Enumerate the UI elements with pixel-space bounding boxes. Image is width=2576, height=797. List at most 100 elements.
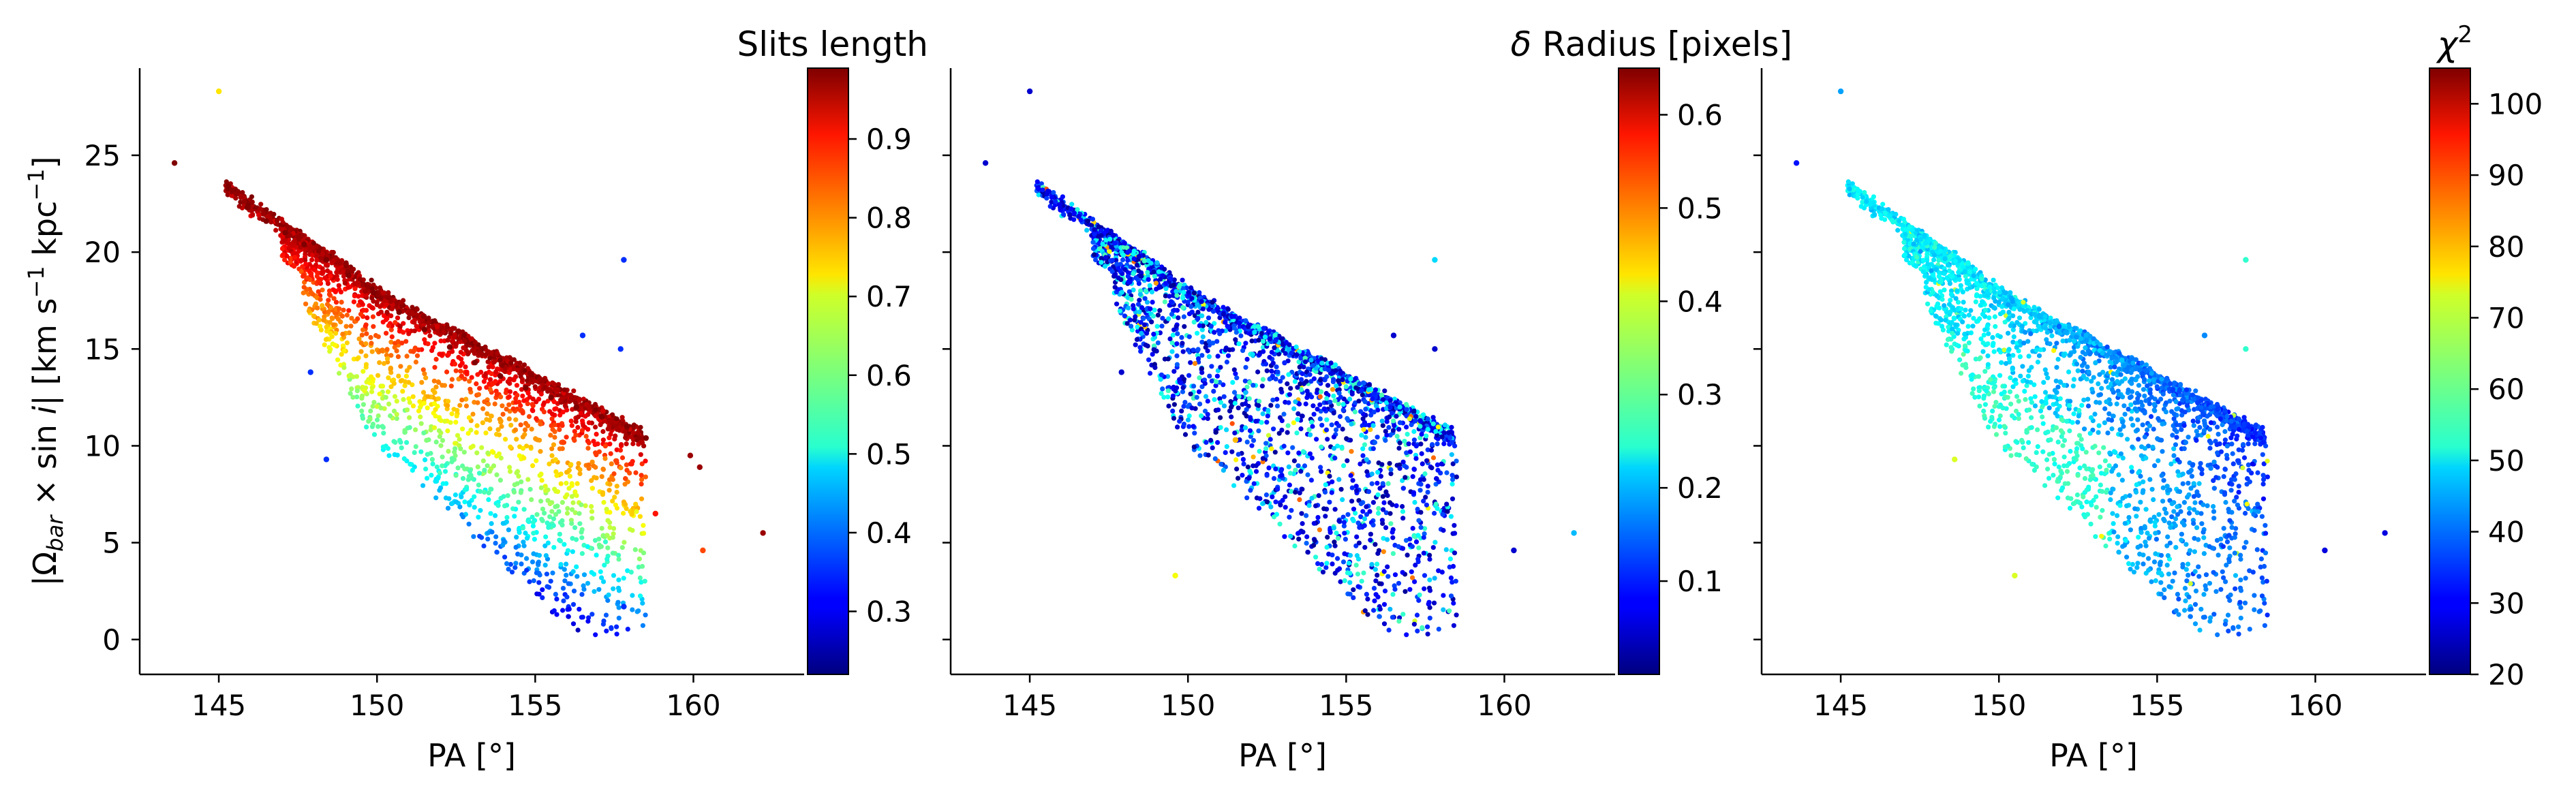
data-point bbox=[1251, 383, 1256, 388]
data-point bbox=[1368, 537, 1373, 543]
data-point bbox=[1454, 458, 1459, 464]
data-point bbox=[528, 444, 534, 450]
data-point bbox=[474, 423, 480, 428]
data-point bbox=[332, 288, 338, 294]
data-point bbox=[489, 486, 494, 492]
data-point bbox=[1397, 420, 1402, 426]
data-point bbox=[1413, 539, 1420, 545]
data-point bbox=[1421, 499, 1426, 504]
data-point bbox=[529, 426, 534, 432]
data-point bbox=[562, 387, 568, 392]
data-point bbox=[533, 436, 538, 441]
data-point bbox=[433, 384, 439, 390]
data-point bbox=[463, 403, 470, 409]
data-point bbox=[542, 543, 548, 548]
data-point bbox=[413, 359, 419, 365]
data-point bbox=[350, 394, 356, 400]
data-point bbox=[368, 334, 373, 340]
data-point bbox=[535, 561, 541, 566]
data-point bbox=[570, 535, 575, 541]
data-point bbox=[449, 377, 455, 382]
data-point bbox=[301, 272, 307, 278]
data-point bbox=[1199, 353, 1205, 358]
data-point bbox=[640, 623, 646, 628]
data-point bbox=[545, 584, 550, 589]
data-point bbox=[1426, 599, 1432, 605]
data-point bbox=[258, 202, 264, 207]
data-point bbox=[493, 534, 499, 540]
data-point bbox=[1197, 290, 1202, 296]
data-point bbox=[428, 427, 433, 433]
data-point bbox=[550, 570, 555, 576]
data-point bbox=[358, 299, 363, 304]
data-point bbox=[548, 394, 554, 401]
data-point bbox=[536, 396, 542, 402]
data-point bbox=[1317, 402, 1323, 407]
data-point bbox=[602, 539, 609, 545]
data-point bbox=[553, 512, 559, 517]
data-point bbox=[1454, 612, 1459, 618]
data-point bbox=[369, 277, 374, 283]
data-point bbox=[1212, 330, 1217, 335]
data-point bbox=[512, 482, 517, 488]
data-point bbox=[1390, 529, 1395, 535]
data-point bbox=[515, 367, 521, 373]
data-point bbox=[1151, 269, 1156, 275]
data-point bbox=[1400, 478, 1405, 484]
data-point bbox=[1215, 354, 1221, 359]
data-point bbox=[1248, 470, 1253, 476]
data-point bbox=[460, 475, 466, 482]
data-point bbox=[1369, 471, 1375, 477]
data-point bbox=[318, 327, 324, 332]
data-point bbox=[1331, 377, 1336, 382]
data-point bbox=[639, 563, 645, 569]
data-point bbox=[570, 569, 576, 574]
data-point bbox=[1359, 433, 1364, 438]
data-point bbox=[1330, 387, 1336, 392]
data-point bbox=[556, 509, 562, 514]
data-point bbox=[607, 441, 613, 447]
data-point bbox=[619, 545, 625, 550]
data-point bbox=[1340, 426, 1345, 432]
data-point bbox=[1186, 424, 1192, 429]
data-point bbox=[619, 455, 626, 460]
data-point bbox=[1136, 281, 1141, 286]
data-point bbox=[1400, 509, 1406, 514]
data-point bbox=[1331, 393, 1336, 398]
data-point bbox=[1342, 531, 1347, 536]
panel-1-y-axis-label: |Ωbar × sin i| [km s−1 kpc−1] bbox=[23, 157, 68, 587]
data-point bbox=[568, 462, 574, 467]
data-point bbox=[388, 366, 394, 371]
data-point bbox=[487, 387, 493, 392]
data-point bbox=[506, 416, 512, 422]
data-point bbox=[1195, 302, 1200, 307]
data-point bbox=[410, 304, 415, 310]
data-point bbox=[1298, 426, 1304, 432]
data-point bbox=[1452, 550, 1458, 556]
data-point bbox=[486, 364, 491, 370]
data-point bbox=[1351, 587, 1356, 593]
data-point bbox=[1347, 552, 1353, 558]
data-point bbox=[1414, 612, 1420, 618]
data-point bbox=[1155, 313, 1161, 318]
data-point bbox=[624, 462, 630, 468]
data-point bbox=[639, 580, 644, 585]
data-point bbox=[477, 533, 482, 539]
data-point bbox=[552, 435, 557, 440]
data-point bbox=[517, 526, 522, 531]
data-point bbox=[450, 501, 455, 506]
data-point bbox=[1402, 475, 1408, 480]
data-point bbox=[557, 412, 563, 418]
data-point bbox=[555, 489, 561, 495]
data-point bbox=[402, 383, 408, 388]
data-point bbox=[348, 324, 354, 329]
data-point bbox=[1367, 509, 1373, 514]
data-point bbox=[598, 569, 603, 574]
data-point bbox=[498, 495, 504, 501]
data-point bbox=[540, 587, 545, 593]
data-point bbox=[570, 507, 575, 512]
data-point bbox=[384, 309, 390, 315]
data-point bbox=[1165, 394, 1171, 400]
data-point bbox=[1310, 424, 1315, 429]
data-point bbox=[374, 417, 380, 423]
